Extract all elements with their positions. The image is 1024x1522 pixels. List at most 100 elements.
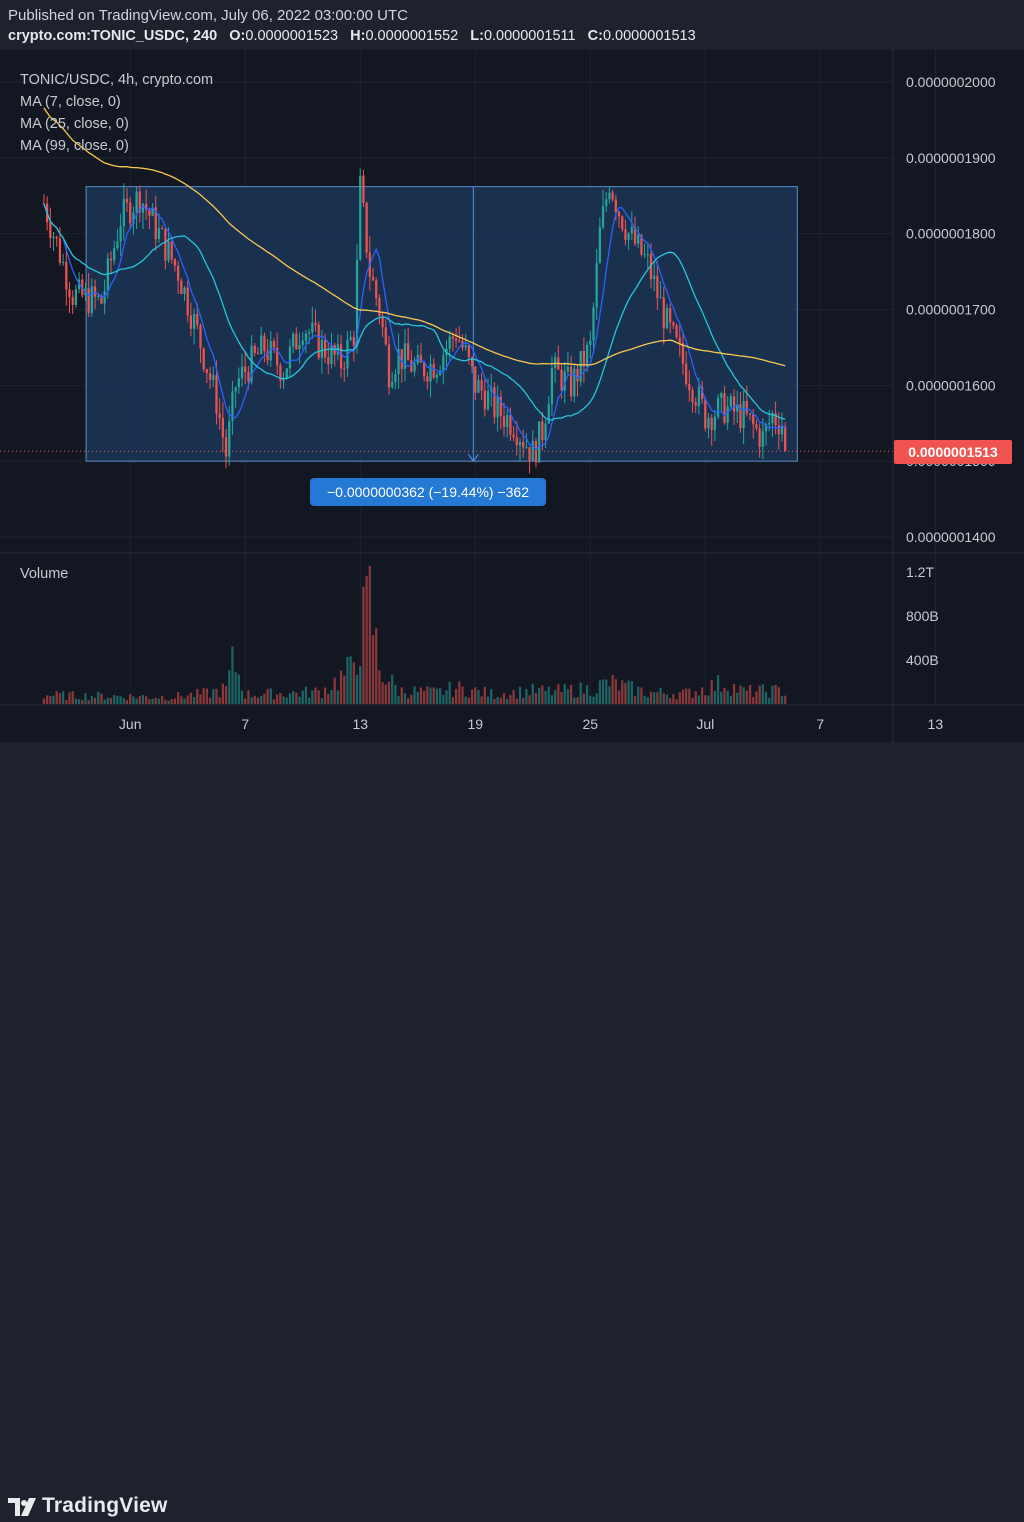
volume-bar xyxy=(154,697,157,704)
volume-bar xyxy=(726,690,729,704)
volume-bar xyxy=(97,691,100,704)
volume-bar xyxy=(563,684,566,704)
volume-bar xyxy=(46,695,49,704)
volume-bar xyxy=(151,698,154,704)
measure-arrow-head xyxy=(467,453,479,463)
candle-body xyxy=(771,413,774,424)
chart-canvas[interactable]: 0.0000002000 0.0000001900 0.0000001800 0.00… xyxy=(0,0,1024,789)
volume-bar xyxy=(493,698,496,704)
volume-bar xyxy=(643,695,646,704)
candle-body xyxy=(621,216,624,230)
volume-label[interactable]: Volume xyxy=(20,566,69,582)
candle-body xyxy=(145,204,148,210)
legend-title[interactable]: TONIC/USDC, 4h, crypto.com xyxy=(20,72,214,88)
candle-body xyxy=(90,286,93,313)
volume-bar xyxy=(518,686,522,704)
volume-bar xyxy=(333,677,336,704)
price-tick-label: 0.0000001600 xyxy=(906,377,996,393)
candle-body xyxy=(272,341,276,348)
candle-body xyxy=(522,441,525,448)
volume-bar xyxy=(531,683,534,704)
candle-body xyxy=(212,375,215,380)
header-bar: Published on TradingView.com, July 06, 2… xyxy=(0,0,1024,50)
candle-body xyxy=(58,238,62,263)
candle-body xyxy=(576,368,579,382)
candle-body xyxy=(109,258,113,261)
candle-body xyxy=(758,428,761,447)
legend-ma99[interactable]: MA (99, close, 0) xyxy=(20,138,129,154)
candle-body xyxy=(502,416,506,427)
volume-bar xyxy=(292,691,295,704)
candle-body xyxy=(413,363,416,372)
candle-body xyxy=(509,415,512,435)
candle-body xyxy=(477,380,480,393)
volume-bar xyxy=(681,689,685,704)
volume-bar xyxy=(474,687,477,704)
candle-body xyxy=(774,413,777,426)
candle-body xyxy=(432,364,435,378)
candle-body xyxy=(697,386,701,406)
volume-bar xyxy=(745,690,748,704)
time-tick-label: 19 xyxy=(467,716,483,732)
candle-body xyxy=(569,366,573,397)
volume-bar xyxy=(282,696,285,704)
candle-body xyxy=(352,337,355,346)
candle-body xyxy=(707,417,710,429)
candle-body xyxy=(665,308,669,329)
volume-bar xyxy=(723,687,726,704)
candle-body xyxy=(87,288,90,313)
volume-bar xyxy=(637,686,640,704)
volume-bar xyxy=(694,691,697,704)
candle-body xyxy=(224,437,228,457)
price-axis-ticks: 0.0000002000 0.0000001900 0.0000001800 0.00… xyxy=(906,74,996,545)
candle-body xyxy=(100,295,103,304)
volume-bar xyxy=(138,696,141,704)
candle-body xyxy=(106,258,109,292)
volume-bar xyxy=(454,688,458,704)
candle-body xyxy=(723,393,726,423)
candle-body xyxy=(314,322,317,325)
volume-bar xyxy=(627,680,630,704)
tradingview-wordmark[interactable]: TradingView xyxy=(42,1494,168,1517)
volume-bar xyxy=(582,693,586,704)
candle-body xyxy=(685,363,688,384)
volume-bar xyxy=(515,698,518,704)
price-range-box[interactable] xyxy=(85,186,798,462)
footer-bar: TradingView xyxy=(0,742,1024,1517)
candle-body xyxy=(633,227,637,244)
volume-bar xyxy=(665,694,669,704)
volume-bar xyxy=(68,692,71,704)
candle-body xyxy=(234,387,237,392)
volume-bar xyxy=(633,696,637,704)
volume-bar xyxy=(301,690,304,704)
candle-body xyxy=(688,383,691,391)
volume-bar xyxy=(84,693,87,704)
candle-body xyxy=(308,332,311,334)
candle-body xyxy=(518,441,522,446)
candle-body xyxy=(448,336,451,349)
legend-ma25[interactable]: MA (25, close, 0) xyxy=(20,116,129,132)
price-tick-label: 0.0000001800 xyxy=(906,226,996,242)
candle-body xyxy=(343,368,346,370)
candle-body xyxy=(244,366,247,373)
volume-bar xyxy=(659,687,662,704)
volume-bar xyxy=(164,699,167,704)
candle-body xyxy=(221,418,224,438)
candle-body xyxy=(250,345,253,382)
volume-series xyxy=(42,565,787,704)
candle-body xyxy=(589,340,592,345)
volume-bar xyxy=(544,690,547,704)
candle-body xyxy=(65,261,68,290)
volume-bar xyxy=(592,696,595,704)
close-value: 0.0000001513 xyxy=(602,28,696,44)
volume-bar xyxy=(161,695,164,704)
candle-body xyxy=(653,275,656,280)
legend-ma7[interactable]: MA (7, close, 0) xyxy=(20,94,121,110)
candle-body xyxy=(486,391,490,410)
volume-bar xyxy=(595,693,598,704)
volume-bar xyxy=(614,679,617,704)
candle-body xyxy=(410,360,413,372)
candle-body xyxy=(180,280,183,295)
candle-body xyxy=(566,366,570,372)
volume-bar xyxy=(288,693,292,704)
